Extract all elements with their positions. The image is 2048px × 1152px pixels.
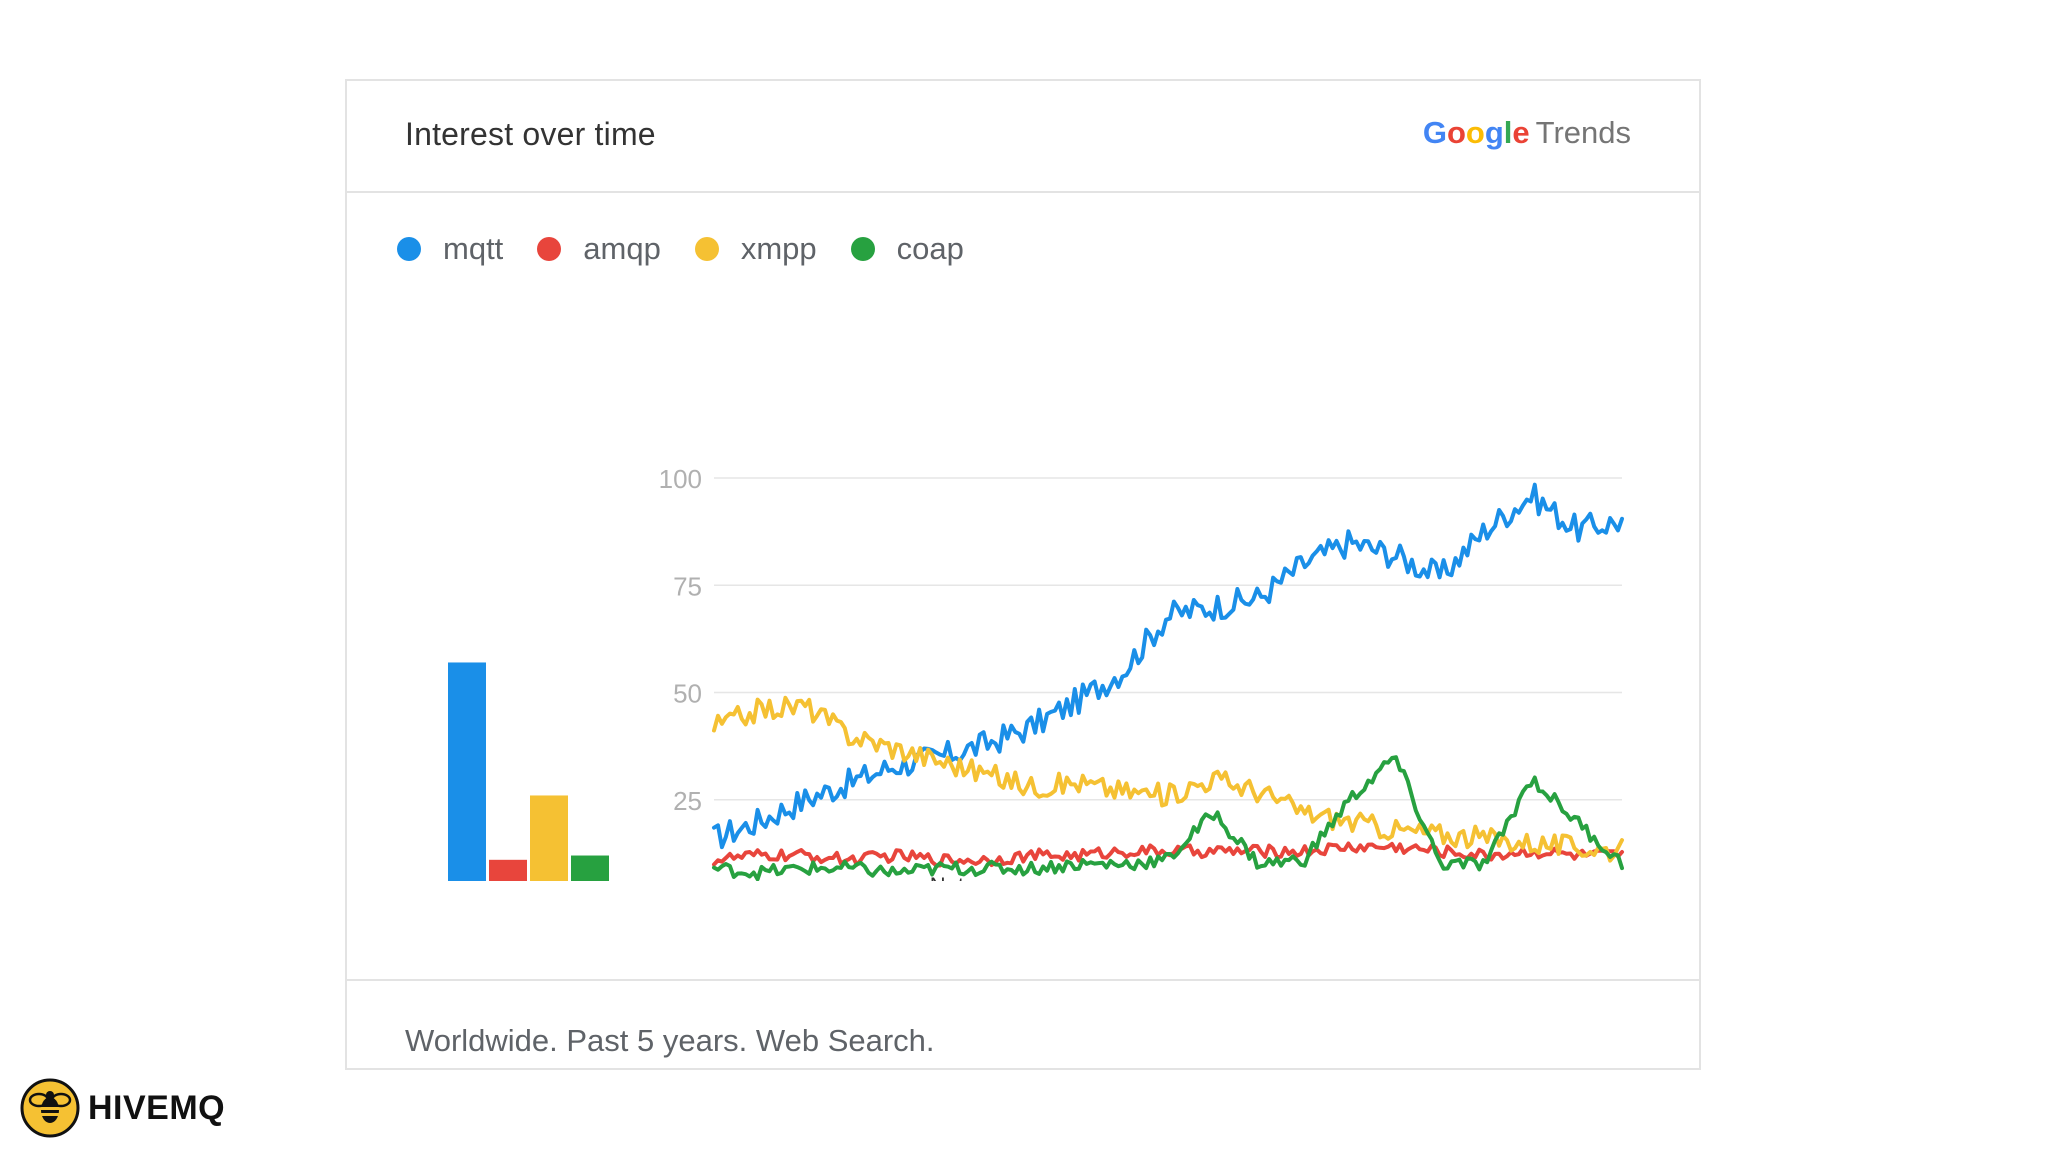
legend-item-amqp[interactable]: amqp [537, 231, 661, 267]
google-letter: G [1422, 115, 1447, 150]
note-annotation: Note [930, 873, 976, 881]
y-tick-label: 50 [673, 679, 702, 709]
y-tick-label: 25 [673, 786, 702, 816]
bee-icon [20, 1078, 80, 1138]
google-letter: l [1503, 115, 1513, 150]
average-bar-coap [571, 855, 609, 881]
footer-text: Worldwide. Past 5 years. Web Search. [405, 1023, 935, 1058]
google-trends-logo: Google Trends [1423, 115, 1631, 151]
card-footer: Worldwide. Past 5 years. Web Search. [347, 979, 1699, 1070]
hivemq-logo: HIVEMQ [20, 1078, 225, 1138]
chart-legend: mqtt amqp xmpp coap [397, 231, 998, 267]
google-letter: g [1484, 115, 1504, 150]
average-bar-xmpp [530, 795, 568, 881]
series-line-coap [712, 755, 1624, 881]
legend-label: xmpp [740, 231, 817, 266]
legend-item-mqtt[interactable]: mqtt [397, 231, 503, 267]
line-chart: 255075100AverageNoteSep 21, 20...Dec 23,… [448, 464, 1624, 881]
trends-card: Interest over time Google Trends mqtt amqp… [345, 79, 1701, 1070]
legend-item-xmpp[interactable]: xmpp [694, 231, 817, 267]
legend-item-coap[interactable]: coap [850, 231, 964, 267]
legend-label: coap [896, 231, 964, 266]
google-letter: o [1446, 115, 1466, 150]
legend-label: amqp [583, 231, 661, 266]
y-tick-label: 100 [659, 464, 702, 494]
legend-dot [397, 237, 421, 261]
google-wordmark: Google [1423, 115, 1530, 150]
series-line-xmpp [712, 695, 1624, 863]
google-letter: e [1512, 115, 1530, 150]
trends-wordmark: Trends [1535, 115, 1631, 150]
legend-label: mqtt [443, 231, 504, 266]
legend-dot [537, 237, 562, 261]
card-header: Interest over time Google Trends [347, 81, 1699, 193]
average-bar-amqp [489, 859, 527, 881]
google-letter: o [1465, 115, 1485, 150]
hivemq-wordmark: HIVEMQ [88, 1088, 226, 1127]
y-tick-label: 75 [673, 571, 702, 601]
legend-dot [850, 237, 875, 261]
series-line-mqtt [712, 482, 1624, 850]
average-bar-mqtt [448, 662, 486, 881]
legend-dot [694, 237, 719, 261]
chart-title: Interest over time [405, 116, 656, 152]
